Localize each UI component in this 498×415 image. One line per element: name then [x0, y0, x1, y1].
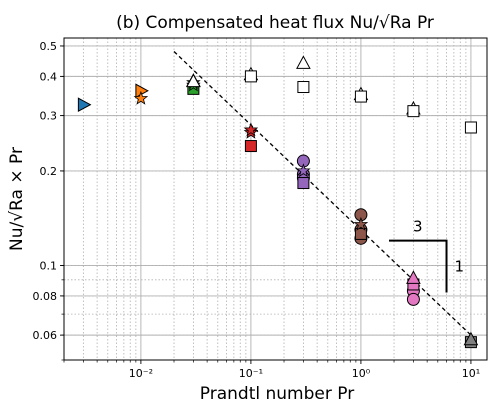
slope-rise-label: 1 [455, 258, 465, 276]
marker-star [296, 163, 311, 178]
reference-line [173, 51, 472, 336]
marker-star [353, 216, 369, 231]
slope-run-label: 3 [413, 218, 423, 236]
plot-frame [63, 37, 488, 361]
y-tick-label: 0.3 [40, 110, 58, 123]
y-tick-label: 0.08 [33, 290, 58, 303]
marker-square [464, 121, 477, 134]
marker-square [297, 177, 310, 190]
marker-square [297, 81, 310, 94]
marker-star [133, 90, 149, 105]
marker-triangle-up [406, 270, 421, 284]
marker-square [354, 90, 367, 103]
marker-star [243, 122, 259, 137]
x-tick-label: 10⁻¹ [239, 367, 263, 380]
marker-square [244, 140, 257, 153]
marker-square [407, 105, 420, 118]
marker-circle [406, 292, 420, 306]
y-tick-label: 0.5 [40, 40, 58, 53]
marker-triangle-up [296, 55, 311, 69]
y-tick-label: 0.1 [40, 259, 58, 272]
marker-square [244, 70, 257, 83]
x-tick-label: 10¹ [462, 367, 480, 380]
marker-triangle-right [77, 97, 92, 113]
y-tick-label: 0.4 [40, 70, 58, 83]
y-axis-label: Nu/√Ra × Pr [7, 147, 27, 251]
x-tick-label: 10⁰ [352, 367, 371, 380]
reference-layer: 31 [173, 51, 472, 336]
marker-layer [77, 55, 479, 349]
x-axis-label: Prandtl number Pr [200, 384, 354, 404]
marker-triangle-up [463, 331, 479, 346]
marker-square [354, 227, 367, 240]
y-tick-label: 0.06 [33, 329, 58, 342]
y-tick-label: 0.2 [40, 165, 58, 178]
chart-title: (b) Compensated heat flux Nu/√Ra Pr [116, 13, 434, 33]
x-tick-label: 10⁻² [129, 367, 153, 380]
grid-layer [63, 38, 487, 361]
slope-triangle [388, 239, 448, 293]
tick-layer: 10⁻² 10⁻¹ 10⁰ 10¹ 0.06 0.08 0.1 0.2 0.3 0.4 0.5 [33, 40, 481, 380]
marker-triangle-up [186, 73, 201, 88]
